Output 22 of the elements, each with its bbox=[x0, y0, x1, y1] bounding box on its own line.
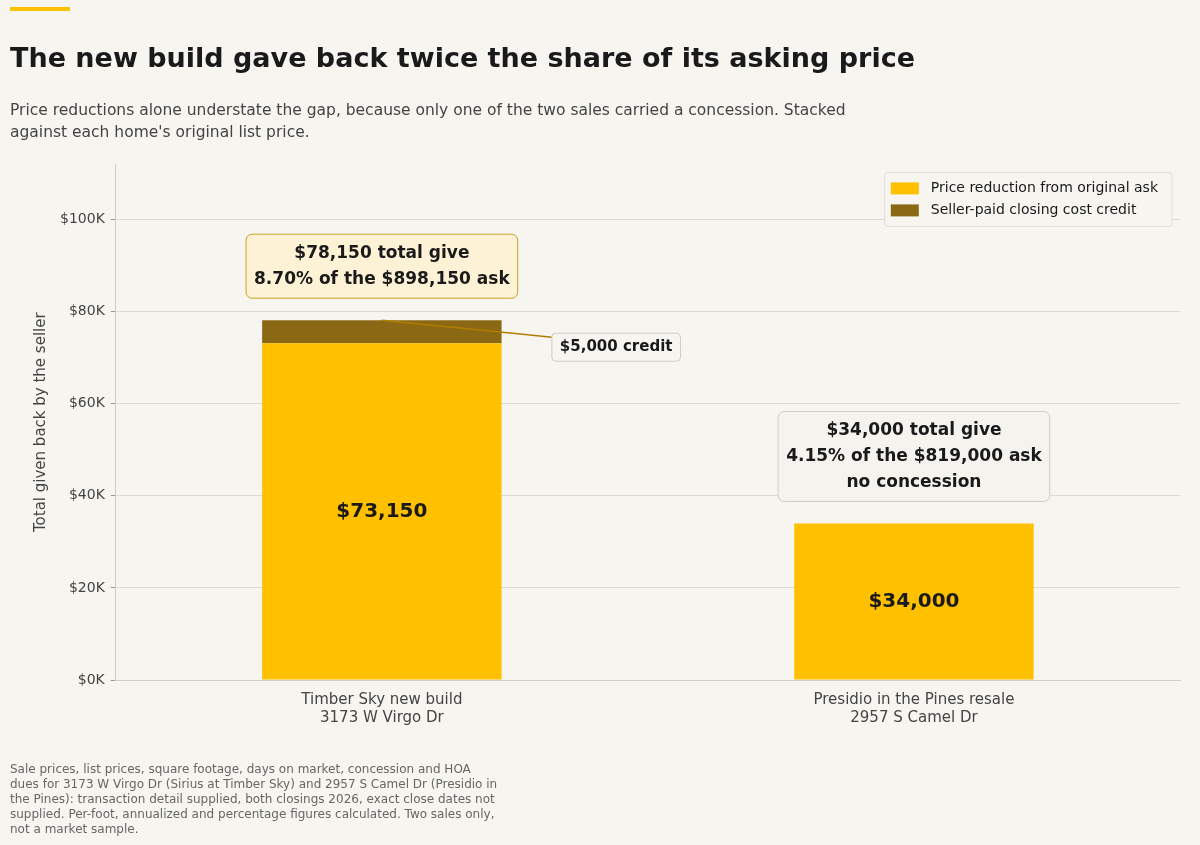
bar bbox=[262, 343, 502, 680]
y-axis-title: Total given back by the seller bbox=[30, 311, 49, 533]
data-label: $34,000 bbox=[868, 587, 960, 612]
chart-subtitle: Price reductions alone understate the gap, because only one of the two sales carried a concession. Stacked against each home's original list price. bbox=[10, 100, 847, 143]
y-tick-label: $60K bbox=[68, 394, 106, 411]
annotation: $34,000 total give 4.15% of the $819,000 ask no concession bbox=[786, 418, 1043, 491]
text: Sale prices, list prices, square footage, days on market, concession and HOA dues for 3173 W Virgo Dr (Sirius at Timber Sky) and 2957 S Camel Dr (Presidio in the Pines): transaction detail supplied, both closings 2026, exact close dates not supplied. Per-foot, annualized and percentage figures calculated. Two sales only, not a market sample. bbox=[10, 762, 499, 837]
x-tick-label: Presidio in the Pines resale 2957 S Camel Dr bbox=[813, 689, 1015, 726]
bar bbox=[794, 523, 1034, 680]
y-tick-label: $100K bbox=[60, 210, 106, 227]
y-tick-label: $20K bbox=[68, 578, 106, 595]
y-tick-label: $80K bbox=[68, 302, 106, 319]
x-tick-label: Timber Sky new build 3173 W Virgo Dr bbox=[300, 689, 463, 726]
annotation: $5,000 credit bbox=[559, 337, 673, 356]
data-label: $73,150 bbox=[336, 497, 428, 522]
chart-title: The new build gave back twice the share of its asking price bbox=[10, 42, 915, 73]
legend-label: Seller-paid closing cost credit bbox=[930, 201, 1137, 218]
y-tick-label: $40K bbox=[68, 486, 106, 503]
bar bbox=[262, 320, 502, 344]
annotation: $78,150 total give 8.70% of the $898,150 ask bbox=[254, 241, 511, 288]
y-tick-label: $0K bbox=[77, 670, 106, 687]
legend-label: Price reduction from original ask bbox=[930, 179, 1159, 196]
